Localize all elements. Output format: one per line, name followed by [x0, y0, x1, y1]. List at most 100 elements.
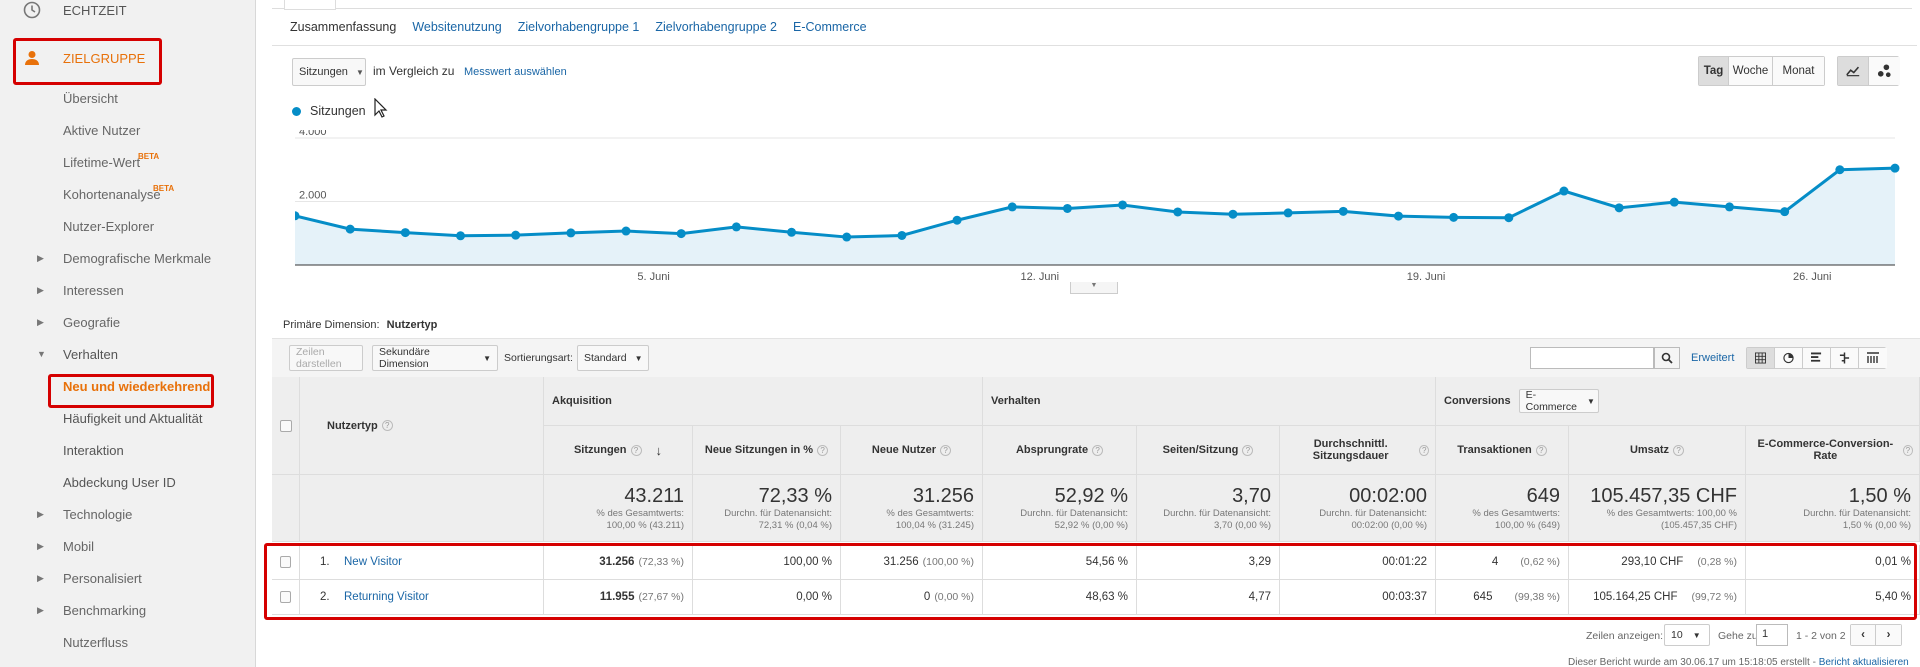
help-icon[interactable]: ?	[1092, 444, 1104, 456]
sidebar-item-engagement[interactable]: Interaktion	[0, 434, 256, 466]
data-point[interactable]	[1724, 202, 1734, 212]
row-dimension-link[interactable]: Returning Visitor	[344, 591, 429, 603]
refresh-report-link[interactable]: Bericht aktualisieren	[1818, 657, 1909, 667]
sidebar-item-user-id-coverage[interactable]: Abdeckung User ID	[0, 466, 256, 498]
help-icon[interactable]: ?	[1673, 444, 1685, 456]
sidebar-item-mobile[interactable]: ▶ Mobil	[0, 530, 256, 562]
primary-dimension-value[interactable]: Nutzertyp	[386, 319, 438, 331]
help-icon[interactable]: ?	[1242, 444, 1254, 456]
data-point[interactable]	[1338, 206, 1348, 216]
data-point[interactable]	[897, 230, 907, 240]
chart-resize-handle[interactable]: ▼	[1070, 282, 1118, 294]
sidebar-item-lifetime-value[interactable]: Lifetime-Wert BETA	[0, 146, 256, 178]
comparison-view-button[interactable]	[1831, 348, 1859, 368]
subnav-goal-set-2[interactable]: Zielvorhabengruppe 2	[655, 20, 777, 34]
sidebar-item-benchmarking[interactable]: ▶ Benchmarking	[0, 594, 256, 626]
prev-page-button[interactable]: ‹	[1851, 625, 1877, 645]
data-point[interactable]	[1780, 207, 1790, 217]
data-point[interactable]	[1007, 202, 1017, 212]
metric-select[interactable]: Sitzungen ▼	[292, 58, 366, 86]
search-button[interactable]	[1654, 347, 1680, 369]
data-point[interactable]	[1559, 186, 1569, 196]
sidebar-item-user-explorer[interactable]: Nutzer-Explorer	[0, 210, 256, 242]
subnav-goal-set-1[interactable]: Zielvorhabengruppe 1	[517, 20, 640, 34]
column-header-revenue[interactable]: Umsatz?	[1569, 426, 1746, 475]
sidebar-item-demographics[interactable]: ▶ Demografische Merkmale	[0, 242, 256, 274]
table-search-input[interactable]	[1530, 347, 1654, 369]
conversions-select[interactable]: E-Commerce ▼	[1518, 389, 1599, 413]
advanced-filter-link[interactable]: Erweitert	[1691, 352, 1735, 364]
data-point[interactable]	[621, 226, 631, 236]
sidebar-item-cohort-analysis[interactable]: Kohortenanalyse BETA	[0, 178, 256, 210]
sidebar-item-technology[interactable]: ▶ Technologie	[0, 498, 256, 530]
pie-view-button[interactable]	[1775, 348, 1803, 368]
row-checkbox[interactable]	[280, 556, 291, 568]
sidebar-item-active-users[interactable]: Aktive Nutzer	[0, 114, 256, 146]
day-button[interactable]: Tag	[1699, 57, 1729, 85]
help-icon[interactable]: ?	[1419, 444, 1429, 456]
help-icon[interactable]: ?	[381, 420, 393, 431]
week-button[interactable]: Woche	[1729, 57, 1773, 85]
column-header-new-sessions-pct[interactable]: Neue Sitzungen in %?	[693, 426, 841, 475]
sidebar-item-users-flow[interactable]: Nutzerfluss	[0, 626, 256, 658]
motion-chart-button[interactable]	[1869, 57, 1900, 85]
dimension-header[interactable]: Nutzertyp?	[300, 377, 544, 475]
sidebar-item-overview[interactable]: Übersicht	[0, 82, 256, 114]
column-header-bounce-rate[interactable]: Absprungrate?	[983, 426, 1137, 475]
column-header-ecommerce-conversion-rate[interactable]: E-Commerce-Conversion-Rate?	[1746, 426, 1920, 475]
help-icon[interactable]: ?	[1902, 444, 1913, 456]
data-point[interactable]	[1228, 209, 1238, 219]
row-dimension-link[interactable]: New Visitor	[344, 556, 402, 568]
data-point[interactable]	[676, 229, 686, 239]
select-all-checkbox[interactable]	[279, 419, 292, 432]
data-point[interactable]	[1669, 197, 1679, 207]
sidebar-item-custom[interactable]: ▶ Personalisiert	[0, 562, 256, 594]
column-header-avg-session-duration[interactable]: Durchschnittl. Sitzungsdauer?	[1280, 426, 1436, 475]
help-icon[interactable]: ?	[630, 444, 642, 456]
sidebar-item-new-returning[interactable]: Neu und wiederkehrend	[0, 370, 256, 402]
column-header-sessions[interactable]: Sitzungen? ↓	[544, 426, 693, 475]
sidebar-item-behavior[interactable]: ▼ Verhalten	[0, 338, 256, 370]
column-header-pages-per-session[interactable]: Seiten/Sitzung?	[1137, 426, 1280, 475]
data-point[interactable]	[1283, 208, 1293, 218]
data-point[interactable]	[1835, 165, 1845, 175]
next-page-button[interactable]: ›	[1876, 625, 1901, 645]
data-point[interactable]	[1393, 211, 1403, 221]
sidebar-item-audience[interactable]: ZIELGRUPPE	[0, 42, 256, 74]
line-chart-button[interactable]	[1838, 57, 1869, 85]
choose-metric-link[interactable]: Messwert auswählen	[464, 66, 567, 78]
data-point[interactable]	[731, 222, 741, 232]
data-point[interactable]	[566, 228, 576, 238]
plot-rows-button[interactable]: Zeilen darstellen	[289, 345, 363, 371]
secondary-dimension-select[interactable]: Sekundäre Dimension ▼	[372, 345, 498, 371]
data-point[interactable]	[787, 227, 797, 237]
goto-input[interactable]: 1	[1756, 624, 1788, 646]
rows-per-page-select[interactable]: 10 ▼	[1664, 624, 1710, 646]
month-button[interactable]: Monat	[1773, 57, 1824, 85]
sidebar-item-realtime[interactable]: ECHTZEIT	[0, 0, 256, 26]
row-checkbox[interactable]	[280, 591, 291, 603]
performance-view-button[interactable]	[1803, 348, 1831, 368]
help-icon[interactable]: ?	[817, 444, 829, 456]
sidebar-item-interests[interactable]: ▶ Interessen	[0, 274, 256, 306]
data-point[interactable]	[345, 224, 355, 234]
data-point[interactable]	[400, 228, 410, 238]
sort-desc-icon[interactable]: ↓	[655, 442, 663, 458]
tab-explorer[interactable]	[284, 0, 336, 10]
sort-type-select[interactable]: Standard ▼	[577, 345, 649, 371]
pivot-view-button[interactable]	[1859, 348, 1887, 368]
subnav-ecommerce[interactable]: E-Commerce	[792, 20, 867, 34]
help-icon[interactable]: ?	[1535, 444, 1547, 456]
column-header-new-users[interactable]: Neue Nutzer?	[841, 426, 983, 475]
data-point[interactable]	[842, 232, 852, 242]
data-point[interactable]	[1118, 200, 1128, 210]
data-point[interactable]	[1449, 212, 1459, 222]
data-point[interactable]	[1173, 207, 1183, 217]
data-point[interactable]	[456, 231, 466, 241]
data-point[interactable]	[1504, 213, 1514, 223]
subnav-site-usage[interactable]: Websitenutzung	[412, 20, 502, 34]
data-point[interactable]	[1890, 163, 1900, 173]
data-point[interactable]	[511, 230, 521, 240]
data-point[interactable]	[1062, 203, 1072, 213]
data-point[interactable]	[952, 215, 962, 225]
